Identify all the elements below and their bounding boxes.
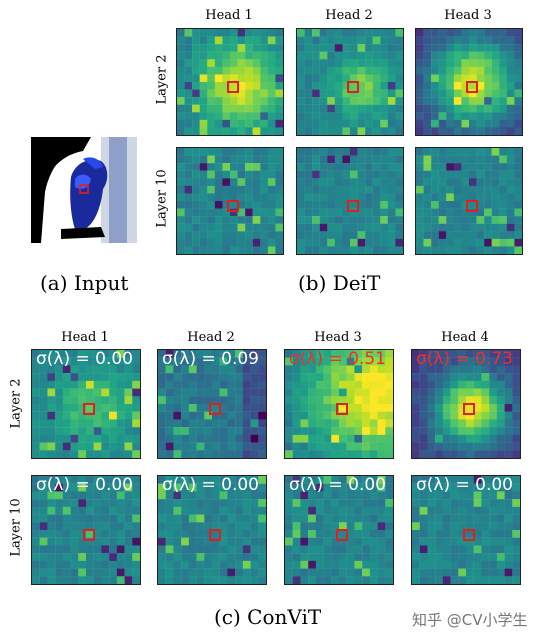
deit-l2-h1-heatmap [176, 28, 284, 136]
heatmap-cells [416, 148, 522, 254]
deit-l2-h3-heatmap [415, 28, 523, 136]
deit-l10-h1-heatmap [176, 147, 284, 255]
query-marker [83, 529, 96, 542]
convit-head-4-label: Head 4 [441, 330, 489, 345]
heatmap-cells [297, 148, 403, 254]
query-marker [463, 403, 476, 416]
heatmap-cells [158, 476, 266, 584]
convit-l10-h4-heatmap: σ(λ) = 0.00 [411, 475, 521, 585]
deit-l10-h3-heatmap [415, 147, 523, 255]
query-marker [227, 200, 240, 213]
heatmap-cells [158, 350, 266, 458]
convit-head-1-label: Head 1 [61, 330, 109, 345]
query-marker [83, 403, 96, 416]
convit-head-2-label: Head 2 [187, 330, 235, 345]
heatmap-cells [32, 350, 140, 458]
heatmap-cells [177, 29, 283, 135]
deit-l2-h2-heatmap [296, 28, 404, 136]
watermark: 知乎 @CV小学生 [412, 611, 528, 629]
deit-head-2-label: Head 2 [325, 8, 373, 23]
input-image [31, 137, 137, 243]
heatmap-cells [412, 350, 520, 458]
query-marker [336, 403, 349, 416]
query-marker [209, 403, 222, 416]
query-marker [466, 81, 479, 94]
input-caption: (a) Input [40, 271, 129, 295]
convit-l2-h4-heatmap: σ(λ) = 0.73 [411, 349, 521, 459]
deit-layer-2-label: Layer 2 [154, 54, 170, 105]
query-marker [466, 200, 479, 213]
query-marker [209, 529, 222, 542]
convit-l2-h2-heatmap: σ(λ) = 0.09 [157, 349, 267, 459]
convit-l2-h1-heatmap: σ(λ) = 0.00 [31, 349, 141, 459]
query-marker [336, 529, 349, 542]
query-marker [347, 81, 360, 94]
convit-layer-2-label: Layer 2 [8, 378, 24, 429]
deit-l10-h2-heatmap [296, 147, 404, 255]
heatmap-cells [412, 476, 520, 584]
convit-layer-10-label: Layer 10 [8, 498, 24, 557]
convit-l10-h2-heatmap: σ(λ) = 0.00 [157, 475, 267, 585]
heatmap-cells [285, 350, 393, 458]
deit-head-1-label: Head 1 [205, 8, 253, 23]
query-marker [463, 529, 476, 542]
heatmap-cells [297, 29, 403, 135]
heatmap-cells [32, 476, 140, 584]
heatmap-cells [177, 148, 283, 254]
convit-l2-h3-heatmap: σ(λ) = 0.51 [284, 349, 394, 459]
convit-caption: (c) ConViT [214, 605, 322, 629]
deit-caption: (b) DeiT [298, 271, 381, 295]
query-marker [347, 200, 360, 213]
deit-layer-10-label: Layer 10 [154, 169, 170, 228]
convit-head-3-label: Head 3 [314, 330, 362, 345]
convit-l10-h1-heatmap: σ(λ) = 0.00 [31, 475, 141, 585]
deit-head-3-label: Head 3 [444, 8, 492, 23]
heatmap-cells [416, 29, 522, 135]
heatmap-cells [285, 476, 393, 584]
convit-l10-h3-heatmap: σ(λ) = 0.00 [284, 475, 394, 585]
query-marker [227, 81, 240, 94]
